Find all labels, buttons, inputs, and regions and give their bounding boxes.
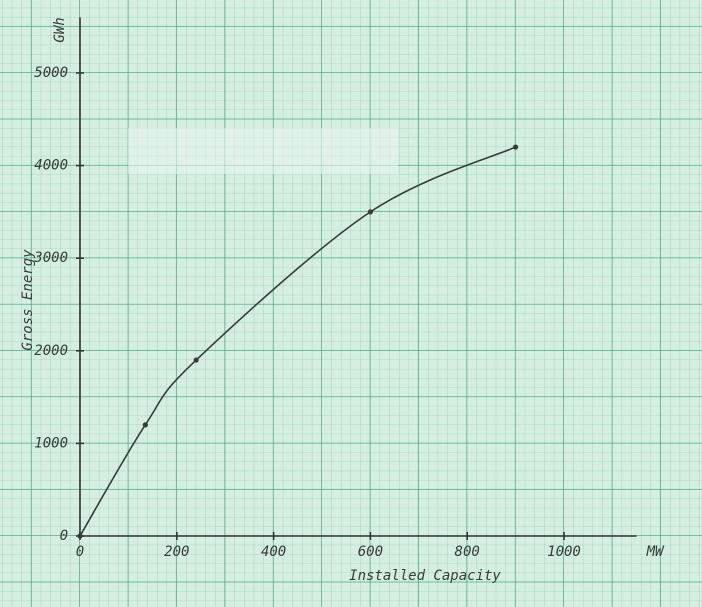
data-point	[513, 144, 518, 149]
y-tick-label: 4000	[34, 158, 68, 174]
data-point	[194, 357, 199, 362]
x-tick-label: 0	[76, 544, 84, 560]
x-tick-label: 400	[261, 544, 286, 560]
x-tick-label: 800	[455, 544, 480, 560]
x-unit: MW	[646, 544, 665, 560]
x-tick-label: 1000	[547, 544, 581, 560]
y-unit: GWh	[52, 17, 68, 42]
erased-patch	[128, 128, 398, 174]
chart: 0 1000 2000 3000 4000 5000 0 200 400 600 800 1000 G…	[0, 0, 702, 607]
page: {"chart_data": {"type": "line", "x_label…	[0, 0, 702, 607]
y-tick-label: 0	[60, 528, 68, 544]
x-axis-label: Installed Capacity	[349, 568, 501, 584]
data-point	[143, 422, 148, 427]
y-tick-label: 1000	[34, 435, 68, 451]
x-tick-label: 200	[164, 544, 189, 560]
data-point	[77, 533, 82, 538]
y-tick-label: 3000	[33, 250, 68, 266]
x-tick-label: 600	[358, 544, 383, 560]
data-point	[368, 209, 373, 214]
y-tick-label: 2000	[34, 343, 68, 359]
y-axis-label: Gross Energy	[20, 249, 36, 351]
major-grid	[0, 0, 702, 607]
y-tick-label: 5000	[34, 65, 68, 81]
